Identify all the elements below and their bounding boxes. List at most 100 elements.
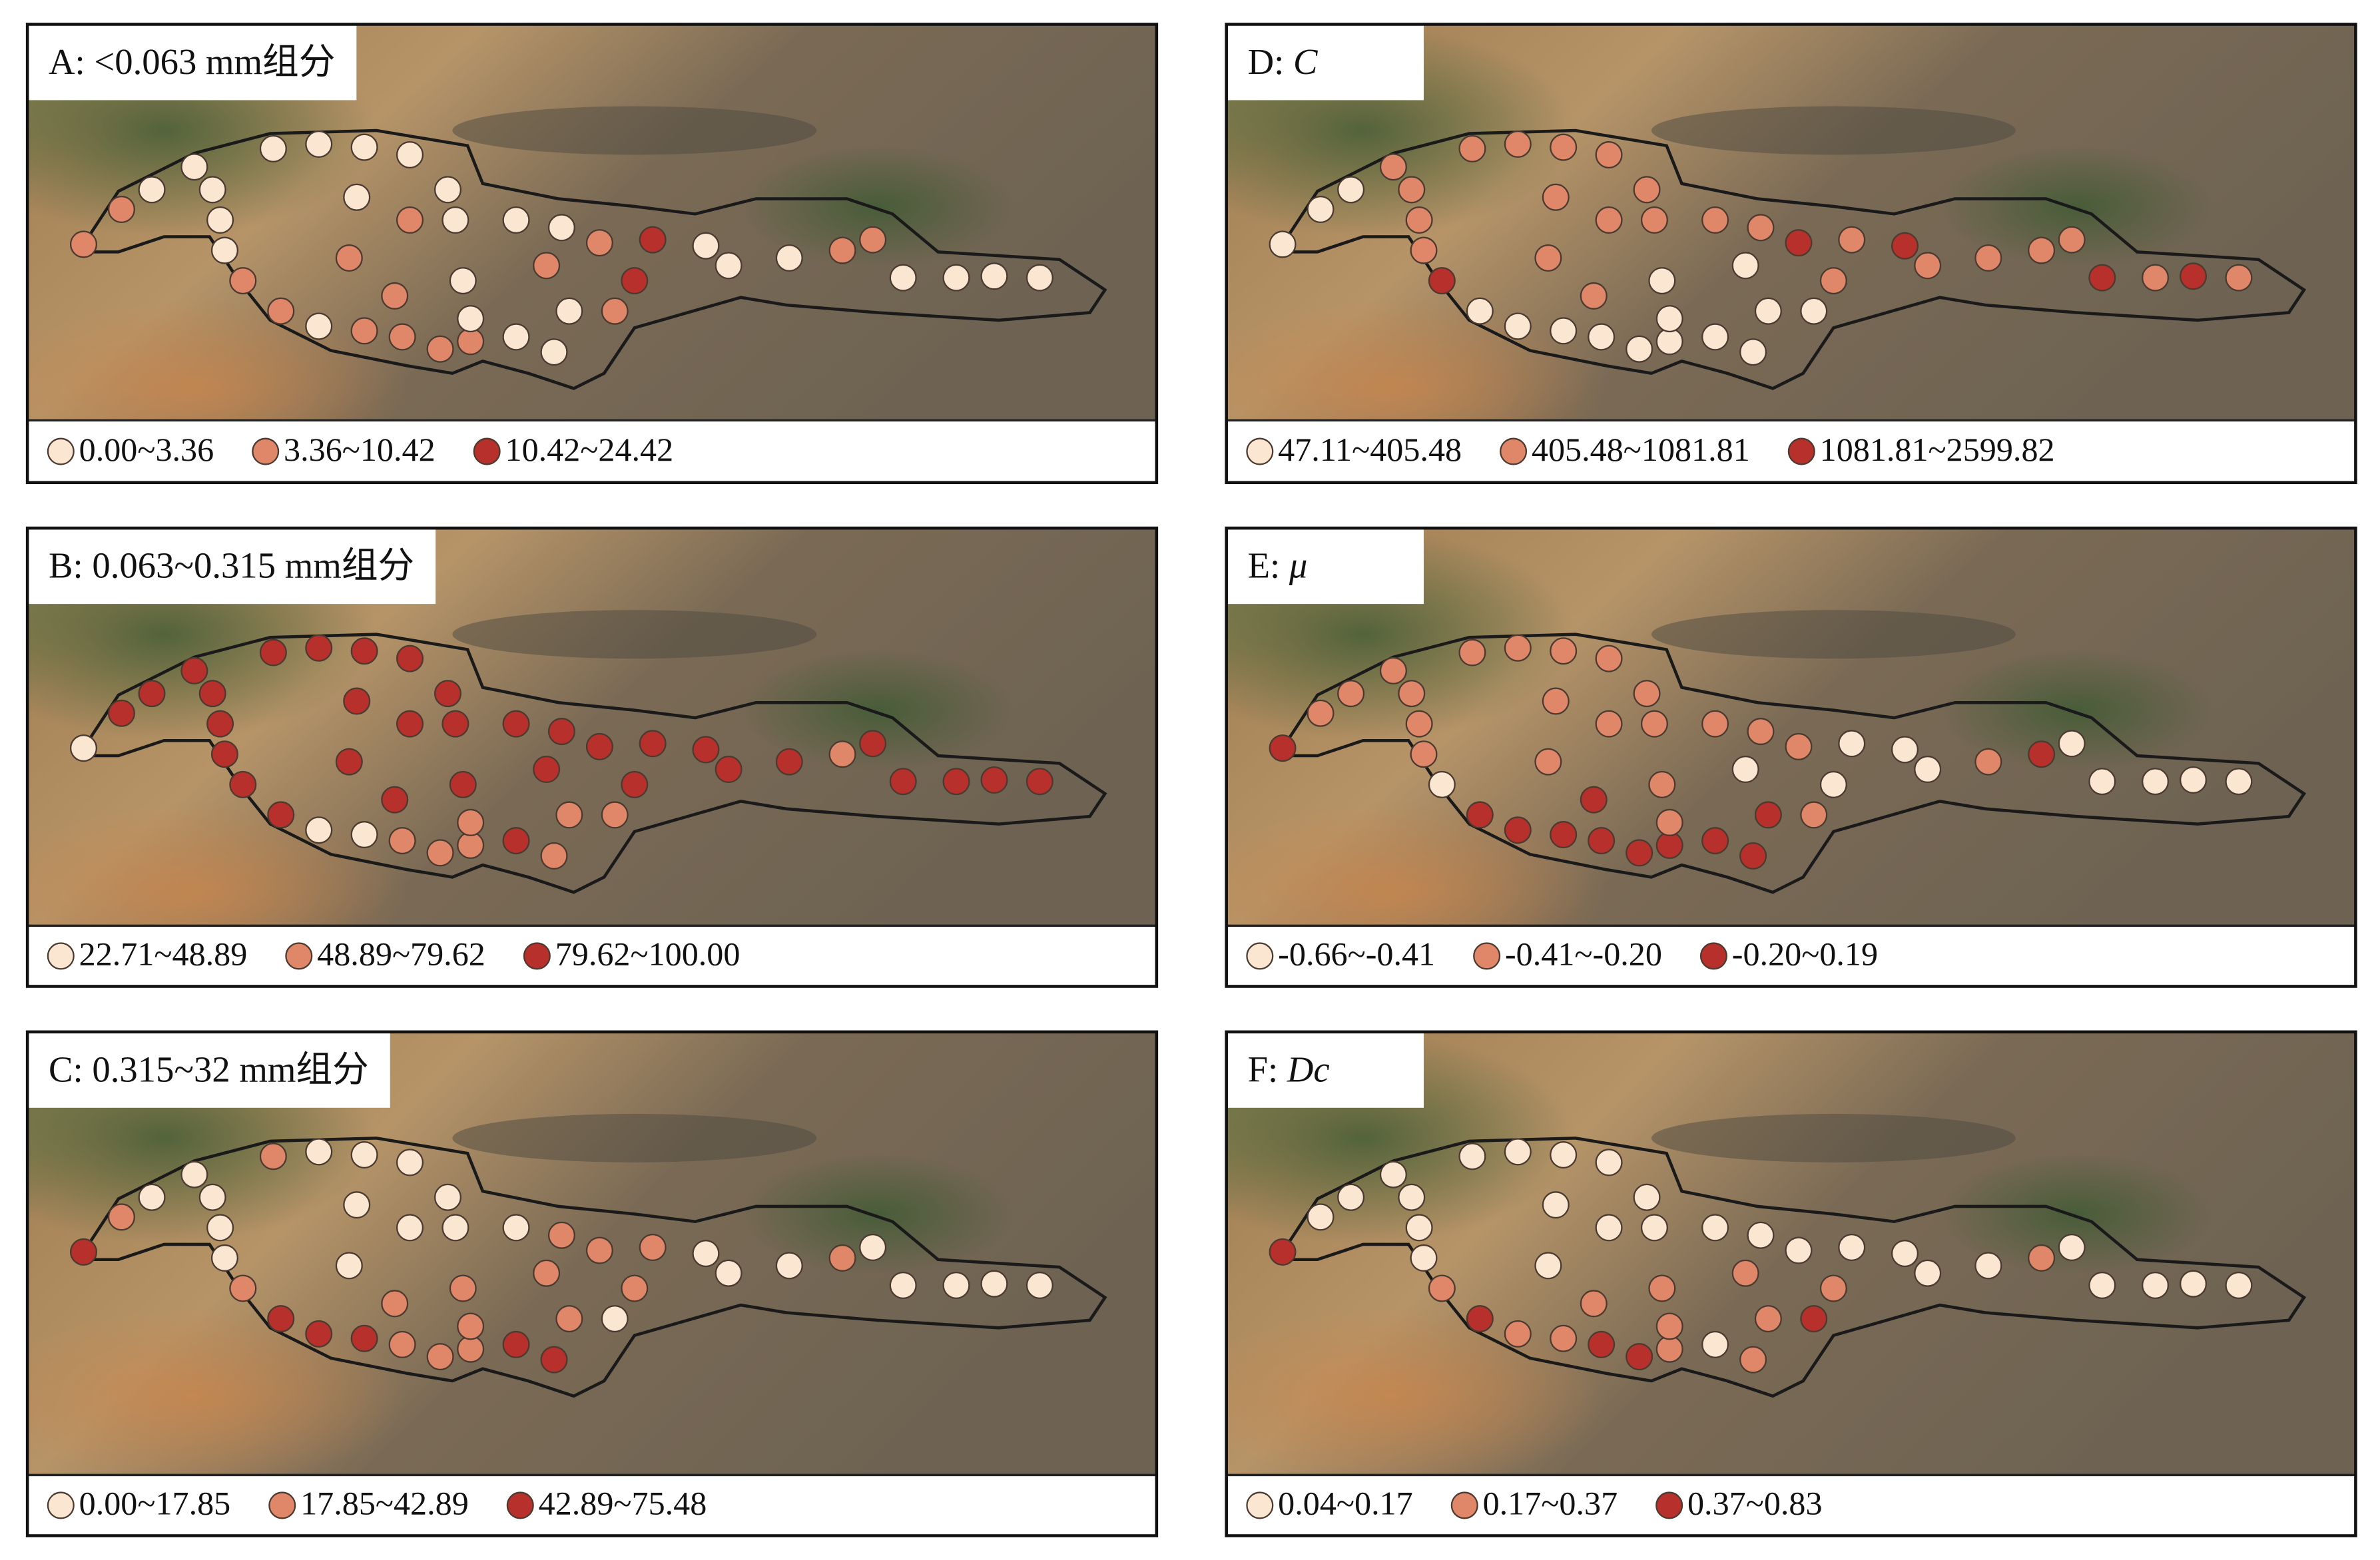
- sample-point: [1410, 236, 1438, 264]
- sample-point: [1655, 328, 1683, 356]
- panel-title-text: Dc: [1287, 1049, 1330, 1089]
- legend-swatch: [1655, 1491, 1683, 1519]
- legend-strip: [27, 420, 1157, 483]
- sample-point: [1754, 1305, 1782, 1333]
- legend-strip: [27, 925, 1157, 987]
- legend-label: -0.66~-0.41: [1278, 935, 1435, 973]
- sample-point: [2180, 1270, 2208, 1298]
- sample-point: [980, 766, 1008, 794]
- sample-point: [1588, 1330, 1616, 1358]
- panel-frame: [25, 23, 1159, 485]
- map-panel: C: 0.315~32 mm组分 0.00~17.85 17.85~42.89 42.…: [25, 1030, 1159, 1537]
- sample-point: [1731, 252, 1759, 280]
- sample-point: [1747, 718, 1775, 746]
- sample-point: [555, 801, 583, 829]
- legend-label: 22.71~48.89: [79, 935, 248, 973]
- sample-point: [1398, 680, 1426, 708]
- legend-swatch: [1500, 437, 1528, 465]
- vegetation: [1939, 145, 2214, 268]
- sample-point: [639, 1233, 667, 1262]
- title-box: [27, 24, 357, 101]
- sample-point: [1655, 808, 1683, 836]
- sample-point: [2142, 768, 2170, 796]
- sample-point: [1542, 687, 1570, 715]
- sample-point: [1542, 183, 1570, 211]
- panel-frame: [1225, 23, 2357, 485]
- sample-point: [828, 740, 856, 768]
- panel-title-text: C: [1293, 41, 1318, 82]
- sample-point: [1891, 1240, 1919, 1268]
- legend-label: -0.20~0.19: [1732, 935, 1878, 973]
- sample-point: [2225, 1271, 2253, 1299]
- sample-point: [1838, 226, 1866, 254]
- sample-point: [1891, 232, 1919, 260]
- sample-point: [715, 756, 743, 784]
- sample-point: [1458, 1143, 1486, 1170]
- title-box: [27, 528, 436, 605]
- sample-point: [980, 1270, 1008, 1298]
- sample-point: [1914, 1259, 1942, 1287]
- panel-title: E: μ: [1248, 545, 1308, 585]
- sample-point: [1739, 842, 1767, 870]
- sample-point: [210, 1244, 238, 1272]
- sample-point: [502, 827, 530, 855]
- panel-title: C: 0.315~32 mm组分: [49, 1049, 369, 1089]
- sample-point: [350, 821, 378, 849]
- sample-point: [601, 801, 629, 829]
- sample-point: [859, 730, 887, 758]
- sample-point: [1307, 699, 1335, 727]
- sample-point: [555, 297, 583, 325]
- legend-label: 42.89~75.48: [539, 1485, 707, 1522]
- legend-swatch: [1787, 437, 1815, 465]
- sample-point: [1648, 267, 1676, 295]
- sample-point: [350, 1141, 378, 1169]
- sample-point: [775, 1252, 803, 1280]
- sample-point: [621, 1274, 649, 1302]
- sample-point: [1974, 1252, 2002, 1280]
- title-box: [1226, 1031, 1424, 1108]
- title-box: [1226, 528, 1424, 605]
- sample-point: [692, 1240, 720, 1268]
- sample-point: [1640, 710, 1668, 738]
- sample-point: [2180, 766, 2208, 794]
- sample-point: [547, 718, 575, 746]
- panel-frame: [1225, 1030, 2357, 1537]
- sample-point: [942, 264, 970, 292]
- sample-point: [1428, 770, 1456, 798]
- legend-label: -0.41~-0.20: [1505, 935, 1662, 973]
- sample-point: [2058, 1233, 2086, 1262]
- sample-point: [2028, 1244, 2056, 1272]
- legend-strip: [1226, 925, 2356, 987]
- legend-swatch: [1246, 942, 1274, 970]
- panel-title: B: 0.063~0.315 mm组分: [49, 545, 414, 585]
- sample-point: [457, 831, 485, 860]
- legend-swatch: [285, 942, 313, 970]
- sample-point: [692, 232, 720, 260]
- sample-point: [1398, 1183, 1426, 1211]
- sample-point: [388, 323, 416, 351]
- sample-point: [621, 770, 649, 798]
- legend-label: 79.62~100.00: [555, 935, 741, 973]
- ridge: [1651, 1113, 2016, 1163]
- legend-strip: [27, 1475, 1157, 1536]
- sample-point: [859, 1233, 887, 1262]
- sample-point: [1550, 821, 1578, 849]
- basin-outline: [82, 129, 1107, 390]
- legend-swatch: [252, 437, 280, 465]
- sample-point: [1534, 244, 1562, 272]
- title-box: [1226, 24, 1424, 101]
- sample-point: [889, 1271, 917, 1299]
- sample-point: [449, 1274, 477, 1302]
- sample-point: [1701, 206, 1729, 234]
- sample-point: [1633, 1183, 1661, 1211]
- legend-swatch: [47, 437, 75, 465]
- legend-label: 1081.81~2599.82: [1820, 431, 2055, 468]
- legend-swatch: [1246, 437, 1274, 465]
- sample-point: [1504, 634, 1532, 662]
- sample-point: [1379, 1161, 1407, 1188]
- sample-point: [259, 1143, 287, 1170]
- sample-point: [1466, 801, 1494, 829]
- sample-point: [1550, 1324, 1578, 1352]
- legend-swatch: [473, 437, 501, 465]
